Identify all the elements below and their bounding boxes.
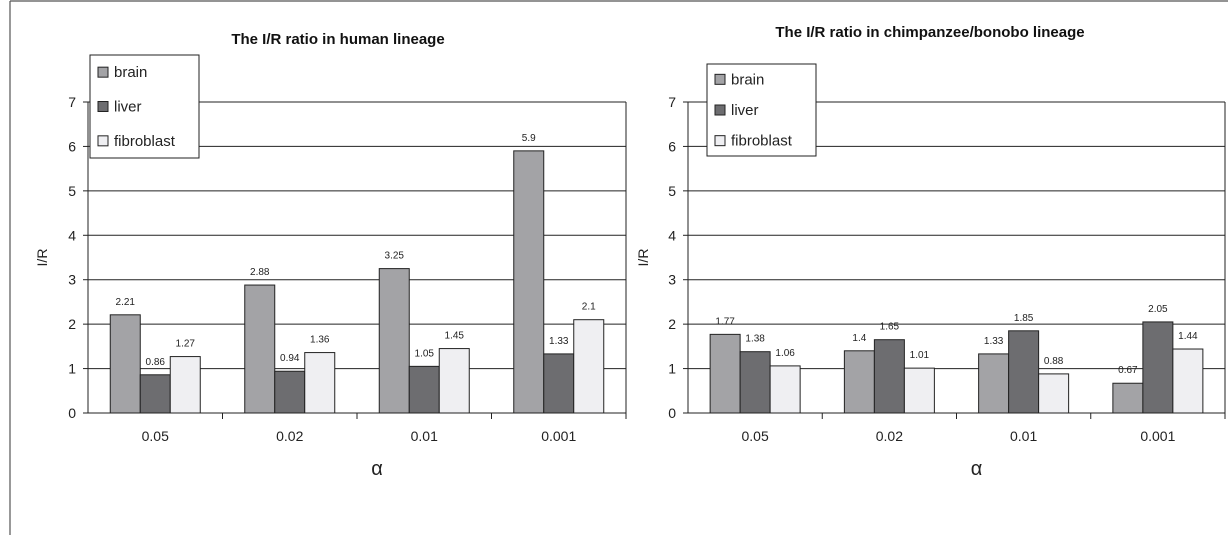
legend-swatch-liver [714, 104, 726, 116]
legend-swatch-brain [97, 66, 109, 78]
bar-fibroblast [573, 319, 605, 414]
y-tick-label: 2 [668, 316, 676, 332]
chart-chimpanzee-bonobo-lineage: The I/R ratio in chimpanzee/bonobo linea… [635, 24, 1226, 480]
data-label: 1.27 [176, 339, 196, 350]
y-tick-label: 1 [668, 361, 676, 377]
bar-liver [739, 351, 771, 414]
bar-liver [139, 374, 171, 414]
legend: brain liver fibroblast [89, 54, 200, 159]
bar-liver [1142, 321, 1174, 414]
data-label: 1.01 [910, 350, 930, 361]
chart-title: The I/R ratio in human lineage [231, 31, 444, 48]
y-tick-label: 7 [668, 94, 676, 110]
legend-label-liver: liver [114, 99, 142, 116]
data-label: 5.9 [522, 133, 536, 144]
data-label: 0.94 [280, 353, 300, 364]
x-tick-label: 0.02 [876, 428, 903, 444]
bar-liver [1008, 330, 1040, 414]
x-axis-label: α [371, 458, 383, 480]
x-axis-label: α [971, 458, 983, 480]
legend-swatch-liver [97, 101, 109, 112]
x-tick-label: 0.01 [1010, 428, 1037, 444]
chart-human-lineage: The I/R ratio in human lineage 0 1 2 3 4 5 6 7 I/… [34, 31, 627, 480]
legend-swatch-fibroblast [714, 135, 726, 147]
y-tick-label: 1 [68, 361, 76, 377]
x-tick-label: 0.001 [1140, 428, 1175, 444]
x-tick-label: 0.02 [276, 428, 303, 444]
data-label: 2.05 [1148, 304, 1168, 315]
y-axis-label: I/R [635, 249, 651, 267]
data-label: 1.77 [715, 316, 735, 327]
data-label: 1.33 [549, 336, 569, 347]
x-tick-label: 0.05 [742, 428, 769, 444]
data-label: 1.4 [852, 333, 866, 344]
legend-label-brain: brain [114, 64, 147, 81]
y-tick-label: 2 [68, 316, 76, 332]
x-tick-label: 0.05 [142, 428, 169, 444]
bar-liver [408, 365, 440, 414]
bar-brain [244, 284, 276, 414]
data-label: 1.85 [1014, 313, 1034, 324]
y-tick-label: 7 [68, 94, 76, 110]
y-tick-label: 3 [68, 272, 76, 288]
data-label: 2.88 [250, 267, 270, 278]
bar-liver [543, 353, 575, 414]
data-label: 0.88 [1044, 356, 1064, 367]
y-tick-label: 0 [68, 405, 76, 421]
bar-fibroblast [903, 367, 935, 414]
legend-swatch-brain [714, 73, 726, 85]
bar-fibroblast [1038, 373, 1070, 414]
data-label: 1.38 [745, 334, 765, 345]
data-label: 2.21 [116, 297, 136, 308]
data-label: 1.44 [1178, 331, 1198, 342]
data-label: 1.33 [984, 336, 1004, 347]
x-tick-label: 0.001 [541, 428, 576, 444]
data-label: 1.36 [310, 335, 330, 346]
bar-brain [978, 353, 1010, 414]
data-label: 0.67 [1118, 365, 1138, 376]
y-tick-label: 4 [68, 227, 76, 243]
data-label: 1.06 [775, 348, 795, 359]
y-tick-label: 6 [668, 138, 676, 154]
y-tick-label: 5 [68, 183, 76, 199]
y-tick-label: 6 [68, 138, 76, 154]
data-label: 3.25 [385, 251, 405, 262]
legend-label-fibroblast: fibroblast [731, 133, 793, 150]
data-label: 1.65 [880, 322, 900, 333]
y-axis-label: I/R [34, 249, 50, 267]
bar-brain [109, 314, 141, 414]
legend-label-brain: brain [731, 71, 764, 88]
bar-fibroblast [438, 348, 470, 414]
bar-brain [378, 268, 410, 414]
x-tick-label: 0.01 [411, 428, 438, 444]
bar-brain [1112, 382, 1144, 414]
y-tick-label: 5 [668, 183, 676, 199]
legend-label-fibroblast: fibroblast [114, 133, 176, 150]
bar-brain [513, 150, 545, 414]
data-label: 2.1 [582, 302, 596, 313]
y-tick-label: 4 [668, 227, 676, 243]
bar-fibroblast [304, 352, 336, 414]
bar-brain [843, 350, 875, 414]
bar-fibroblast [169, 356, 201, 414]
bar-liver [274, 370, 306, 414]
legend-swatch-fibroblast [97, 135, 109, 147]
data-label: 1.45 [445, 331, 465, 342]
data-label: 1.05 [415, 348, 435, 359]
y-tick-label: 0 [668, 405, 676, 421]
legend-label-liver: liver [731, 102, 759, 119]
bar-brain [709, 333, 741, 414]
chart-title: The I/R ratio in chimpanzee/bonobo linea… [775, 24, 1084, 41]
legend: brain liver fibroblast [706, 63, 817, 157]
y-tick-label: 3 [668, 272, 676, 288]
data-label: 0.86 [146, 357, 166, 368]
bar-liver [873, 339, 905, 414]
bar-fibroblast [769, 365, 801, 414]
bar-fibroblast [1172, 348, 1204, 414]
